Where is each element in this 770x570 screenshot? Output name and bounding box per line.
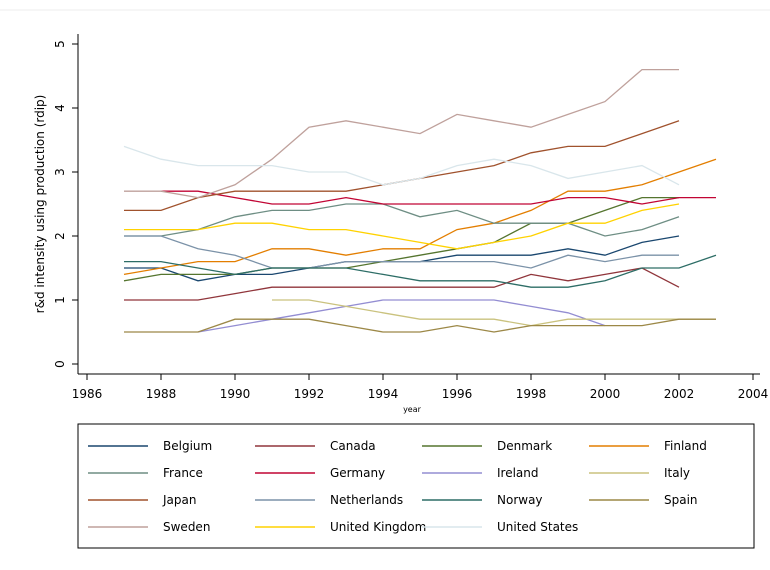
x-axis-title: year [403, 405, 422, 414]
x-tick-label: 1986 [72, 387, 103, 401]
y-axis-title: r&d intensity using production (rdip) [33, 95, 47, 314]
x-tick-label: 2004 [738, 387, 769, 401]
legend-label: Italy [664, 466, 690, 480]
x-tick-label: 1996 [442, 387, 473, 401]
series-line [124, 254, 717, 288]
legend-label: Germany [330, 466, 385, 480]
legend-label: Belgium [163, 439, 212, 453]
legend-label: Sweden [163, 520, 210, 534]
y-tick-label: 0 [53, 360, 67, 368]
legend-label: Japan [162, 493, 196, 507]
series-line [123, 158, 717, 276]
x-tick-label: 1988 [146, 387, 177, 401]
legend-label: United Kingdom [330, 520, 426, 534]
x-tick-label: 1994 [368, 387, 399, 401]
series-line [197, 299, 606, 333]
series-line [124, 318, 716, 333]
x-tick-label: 1992 [294, 387, 325, 401]
series-line [272, 299, 716, 327]
legend-label: Spain [664, 493, 698, 507]
legend-label: Canada [330, 439, 376, 453]
y-tick-label: 5 [53, 40, 67, 48]
legend-label: Ireland [497, 466, 539, 480]
series-line [124, 68, 679, 199]
series-line [124, 203, 680, 250]
legend-box [77, 423, 755, 549]
x-tick-label: 2000 [590, 387, 621, 401]
y-tick-label: 4 [53, 104, 67, 112]
legend-label: Norway [497, 493, 543, 507]
x-tick-label: 1990 [220, 387, 251, 401]
series-line [124, 235, 679, 269]
y-tick-label: 3 [53, 168, 67, 176]
legend-label: Finland [664, 439, 707, 453]
series-line [161, 190, 716, 205]
x-tick-label: 2002 [664, 387, 695, 401]
series-line [123, 196, 679, 282]
legend-label: United States [497, 520, 578, 534]
y-tick-label: 2 [53, 232, 67, 240]
legend-label: France [163, 466, 203, 480]
legend-label: Denmark [497, 439, 552, 453]
legend-label: Netherlands [330, 493, 403, 507]
series-line [124, 267, 680, 301]
series-line [124, 203, 680, 237]
y-tick-label: 1 [53, 296, 67, 304]
x-tick-label: 1998 [516, 387, 547, 401]
series-line [123, 145, 680, 186]
